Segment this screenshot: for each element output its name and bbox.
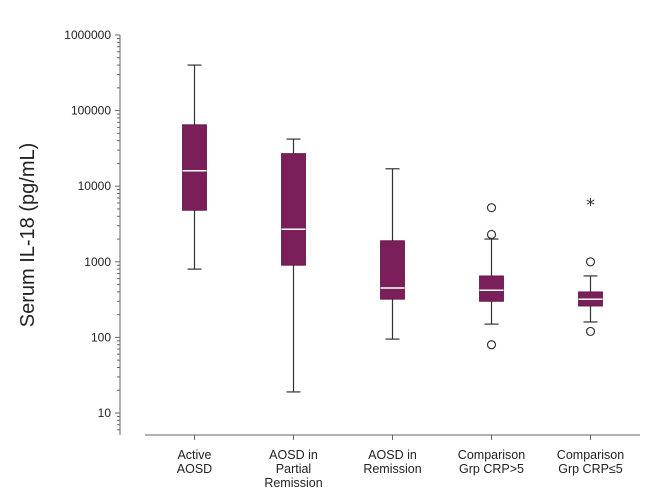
- x-tick-label-line: Grp CRP≤5: [558, 462, 623, 476]
- box-group-5: *: [578, 195, 603, 337]
- x-tick-label-line: AOSD in: [269, 448, 318, 462]
- x-tick-label-line: Comparison: [557, 448, 624, 462]
- x-tick-label-line: Grp CRP>5: [459, 462, 524, 476]
- x-tick-label: Comparison Grp CRP>5: [458, 448, 525, 476]
- y-tick-label: 10: [98, 406, 112, 420]
- boxes: *: [182, 64, 603, 393]
- box-group-2: [281, 138, 306, 393]
- y-tick-label: 100000: [71, 104, 111, 118]
- iqr-box: [380, 240, 405, 300]
- box-group-4: [479, 203, 504, 350]
- iqr-box: [479, 275, 504, 302]
- x-tick-label-line: Remission: [363, 462, 421, 476]
- x-tick-label: Comparison Grp CRP≤5: [557, 448, 624, 476]
- outlier-point: [585, 326, 596, 337]
- axes: 10 100 1000 10000 100000 1000000: [64, 28, 640, 440]
- x-tick-label-line: AOSD in: [368, 448, 417, 462]
- outlier-point: [585, 257, 596, 267]
- outlier-point: [486, 340, 497, 350]
- y-tick-label: 1000000: [64, 28, 111, 42]
- x-tick-label-line: Comparison: [458, 448, 525, 462]
- box-group-1: [182, 64, 207, 270]
- x-tick-label: Active AOSD: [177, 448, 212, 476]
- iqr-box: [281, 153, 306, 266]
- y-tick-label: 1000: [84, 255, 111, 269]
- box-group-3: [380, 168, 405, 340]
- x-tick-label: AOSD in Remission: [363, 448, 421, 476]
- y-axis-title: Serum IL-18 (pg/mL): [17, 143, 39, 328]
- iqr-box: [182, 124, 207, 211]
- x-tick-label-line: Remission: [264, 476, 322, 490]
- outlier-point: [486, 229, 497, 240]
- x-tick-label-line: Partial: [276, 462, 311, 476]
- x-tick-label: AOSD in Partial Remission: [264, 448, 322, 490]
- extreme-point: *: [586, 195, 595, 216]
- y-tick-label: 100: [91, 330, 111, 344]
- y-tick-label: 10000: [78, 179, 112, 193]
- x-tick-label-line: Active: [177, 448, 211, 462]
- x-tick-label-line: AOSD: [177, 462, 212, 476]
- outlier-point: [486, 203, 497, 213]
